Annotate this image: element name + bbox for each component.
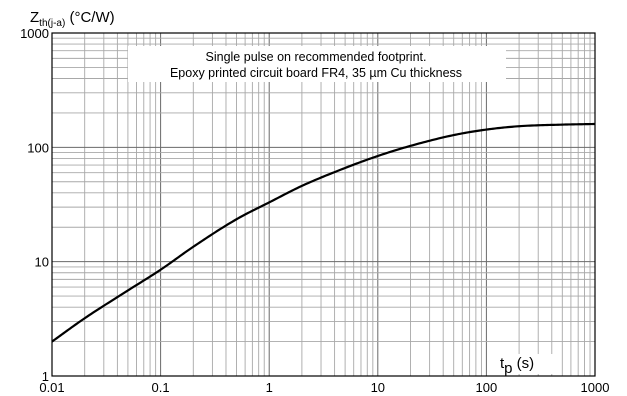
x-axis-subscript: p — [504, 360, 512, 377]
x-tick-label: 10 — [371, 380, 385, 395]
annotation-line-2: Epoxy printed circuit board FR4, 35 µm C… — [170, 66, 462, 80]
x-tick-label: 0.1 — [152, 380, 170, 395]
y-tick-label: 1000 — [20, 26, 49, 41]
grid-lines — [51, 33, 595, 377]
y-axis-symbol: Z — [30, 9, 39, 26]
y-axis-unit: (°C/W) — [65, 9, 114, 26]
x-label-background — [494, 354, 558, 374]
x-axis-symbol: t — [500, 355, 505, 372]
x-tick-label: 100 — [476, 380, 498, 395]
y-axis-label: Zth(j-a) (°C/W) — [30, 9, 115, 29]
series-line — [51, 122, 596, 343]
x-tick-label: 0.01 — [39, 380, 64, 395]
x-tick-label: 1 — [266, 380, 273, 395]
annotation-line-1: Single pulse on recommended footprint. — [206, 50, 427, 64]
x-axis-label: tp (s) — [500, 355, 534, 377]
annotation-box — [128, 46, 506, 82]
plot-frame — [51, 32, 596, 377]
y-tick-label: 1 — [42, 369, 49, 384]
x-axis-unit: (s) — [513, 355, 535, 372]
y-tick-label: 100 — [27, 140, 49, 155]
y-axis-subscript: th(j-a) — [39, 18, 65, 29]
y-tick-label: 10 — [35, 255, 49, 270]
x-tick-label: 1000 — [581, 380, 610, 395]
tick-labels: 0.01 0.1 1 10 100 1000 1 10 100 1000 — [20, 26, 609, 395]
